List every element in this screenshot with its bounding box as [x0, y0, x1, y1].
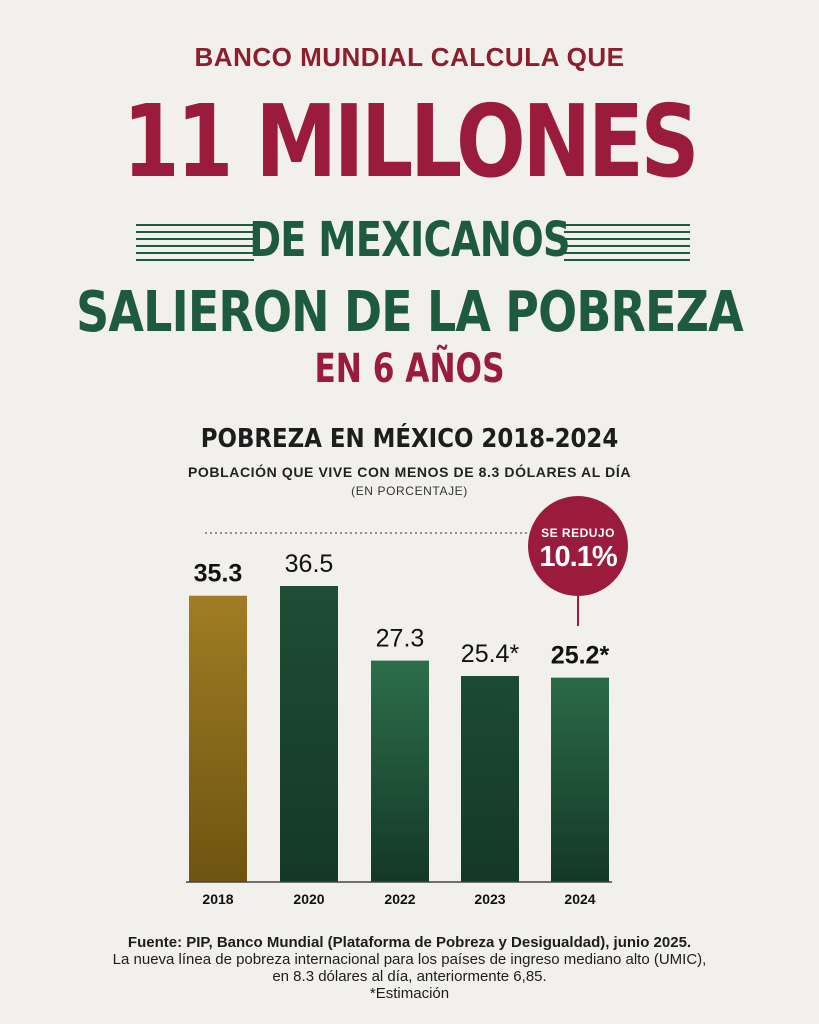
bar-2024: [551, 677, 609, 882]
value-label-2020: 36.5: [285, 550, 334, 578]
subheadline-mexicanos: DE MEXICANOS: [249, 212, 570, 268]
value-label-2024: 25.2*: [551, 642, 610, 670]
bar-2023: [461, 676, 519, 882]
reduction-badge: SE REDUJO 10.1%: [528, 496, 628, 596]
subheadline-years: EN 6 AÑOS: [314, 346, 505, 392]
footer-note-1: La nueva línea de pobreza internacional …: [112, 951, 707, 968]
bar-2018: [189, 595, 247, 882]
headline: 11 MILLONES: [122, 83, 700, 200]
chart-title: POBREZA EN MÉXICO 2018-2024: [200, 424, 619, 454]
footer: Fuente: PIP, Banco Mundial (Plataforma d…: [0, 934, 819, 1002]
footer-source: Fuente: PIP, Banco Mundial (Plataforma d…: [127, 934, 692, 951]
footer-note-3: *Estimación: [369, 985, 450, 1002]
chart-unit-note: (EN PORCENTAJE): [351, 484, 468, 498]
subheadline-pobreza: SALIERON DE LA POBREZA: [76, 280, 743, 345]
chart-subtitle: POBLACIÓN QUE VIVE CON MENOS DE 8.3 DÓLA…: [187, 464, 632, 480]
category-label-2022: 2022: [384, 891, 415, 907]
badge-value: 10.1%: [539, 541, 617, 573]
left-stripes: [136, 224, 254, 264]
badge-label: SE REDUJO: [541, 526, 615, 540]
value-label-2023: 25.4*: [461, 640, 520, 668]
badge-stem: [577, 596, 579, 626]
footer-note-2: en 8.3 dólares al día, anteriormente 6,8…: [272, 968, 547, 985]
bar-2022: [371, 660, 429, 882]
category-label-2020: 2020: [293, 891, 324, 907]
right-stripes: [564, 224, 690, 264]
value-label-2022: 27.3: [376, 625, 425, 653]
kicker-text: BANCO MUNDIAL CALCULA QUE: [194, 42, 625, 72]
value-label-2018: 35.3: [194, 560, 243, 588]
category-label-2024: 2024: [564, 891, 595, 907]
category-label-2018: 2018: [202, 891, 233, 907]
bar-2020: [280, 586, 338, 882]
category-label-2023: 2023: [474, 891, 505, 907]
